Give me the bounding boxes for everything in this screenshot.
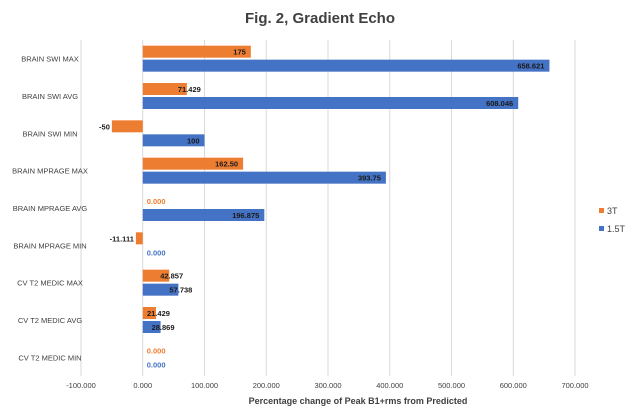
x-tick-label: 400.000	[376, 381, 403, 390]
data-labels: 175 658.621 71.429 608.046 -50 100 162.50 393.7…	[99, 48, 544, 370]
category-labels: BRAIN SWI MAX BRAIN SWI AVG BRAIN SWI MIN B…	[12, 55, 88, 363]
bars	[111, 45, 550, 333]
category-label: BRAIN SWI MIN	[22, 129, 77, 138]
data-label: 393.75	[358, 174, 381, 183]
data-label: 21.429	[147, 309, 170, 318]
category-label: BRAIN MPRAGE AVG	[13, 204, 88, 213]
data-label: -11.111	[110, 234, 134, 243]
bar	[142, 283, 179, 296]
legend-swatch	[599, 226, 604, 231]
x-axis-title: Percentage change of Peak B1+rms from Pr…	[249, 396, 468, 406]
x-tick-label: 600.000	[500, 381, 527, 390]
category-label: BRAIN SWI MAX	[21, 55, 79, 64]
category-label: CV T2 MEDIC MIN	[18, 353, 81, 362]
data-label: 100	[187, 136, 200, 145]
legend-swatch	[599, 208, 604, 213]
data-label: 0.000	[147, 248, 166, 257]
data-label: 0.000	[147, 197, 166, 206]
chart-title: Fig. 2, Gradient Echo	[245, 10, 395, 27]
x-tick-label: 300.000	[314, 381, 341, 390]
data-label: 0.000	[147, 346, 166, 355]
bar	[142, 45, 251, 58]
data-label: 57.738	[169, 286, 192, 295]
data-label: 175	[233, 48, 246, 57]
data-label: 658.621	[517, 62, 544, 71]
x-tick-label: 200.000	[253, 381, 280, 390]
data-label: 28.869	[152, 323, 175, 332]
x-tick-label: 0.000	[133, 381, 152, 390]
x-tick-labels: -100.000 0.000 100.000 200.000 300.000 400.00…	[66, 381, 588, 390]
data-label: 608.046	[486, 99, 513, 108]
category-label: CV T2 MEDIC MAX	[17, 279, 83, 288]
x-tick-label: 100.000	[191, 381, 218, 390]
x-tick-label: 700.000	[561, 381, 588, 390]
bar	[142, 321, 161, 333]
bar	[142, 209, 265, 221]
bar	[142, 134, 205, 147]
data-label: -50	[99, 122, 110, 131]
bar	[142, 307, 156, 319]
legend: 3T 1.5T	[599, 206, 626, 234]
bar	[142, 157, 244, 170]
x-tick-label: 500.000	[438, 381, 465, 390]
category-label: BRAIN MPRAGE MAX	[12, 167, 88, 176]
category-label: BRAIN SWI AVG	[22, 92, 78, 101]
data-label: 0.000	[147, 360, 166, 369]
bar	[142, 171, 386, 184]
data-label: 71.429	[178, 85, 201, 94]
category-label: BRAIN MPRAGE MIN	[13, 241, 86, 250]
bar	[142, 97, 519, 109]
data-label: 162.50	[215, 160, 238, 169]
bar	[111, 120, 143, 133]
x-tick-label: -100.000	[66, 381, 96, 390]
legend-label: 3T	[607, 206, 618, 216]
gridlines	[80, 40, 576, 376]
bar	[135, 232, 143, 245]
bar	[142, 59, 550, 72]
bar	[142, 83, 187, 95]
legend-label: 1.5T	[607, 224, 626, 234]
category-label: CV T2 MEDIC AVG	[18, 316, 82, 325]
data-label: 42.857	[160, 272, 183, 281]
data-label: 196.875	[232, 211, 259, 220]
bar	[142, 269, 170, 282]
